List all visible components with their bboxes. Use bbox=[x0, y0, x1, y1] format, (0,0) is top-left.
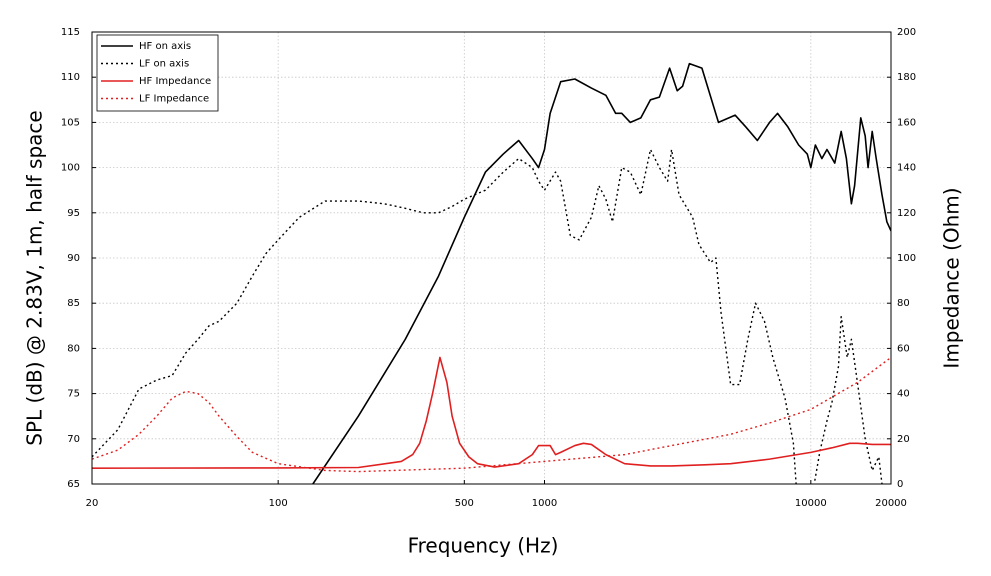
series-line bbox=[312, 62, 891, 484]
y-tick-label: 65 bbox=[67, 479, 80, 490]
series-line bbox=[92, 148, 883, 484]
y2-tick-label: 40 bbox=[897, 389, 910, 400]
y2-tick-label: 80 bbox=[897, 298, 910, 309]
y2-tick-label: 180 bbox=[897, 72, 916, 83]
y-axis-title: SPL (dB) @ 2.83V, 1m, half space bbox=[23, 110, 47, 445]
y-tick-label: 105 bbox=[61, 117, 80, 128]
y-tick-label: 70 bbox=[67, 434, 80, 445]
x-tick-label: 20 bbox=[86, 498, 99, 509]
x-tick-label: 500 bbox=[455, 498, 474, 509]
y2-tick-label: 100 bbox=[897, 253, 916, 264]
x-tick-label: 1000 bbox=[532, 498, 557, 509]
y-tick-label: 80 bbox=[67, 343, 80, 354]
y2-tick-label: 60 bbox=[897, 343, 910, 354]
ticks: 20 100 500 1000 10000 20000657075808590951001… bbox=[61, 27, 916, 509]
y2-tick-label: 120 bbox=[897, 208, 916, 219]
y-tick-label: 85 bbox=[67, 298, 80, 309]
y2-tick-label: 0 bbox=[897, 479, 903, 490]
y-tick-label: 110 bbox=[61, 72, 80, 83]
y2-tick-label: 160 bbox=[897, 117, 916, 128]
legend: HF on axis LF on axis HF Impedance LF Imped… bbox=[96, 34, 219, 112]
legend-label: LF Impedance bbox=[139, 94, 209, 105]
y-tick-label: 95 bbox=[67, 208, 80, 219]
series-line bbox=[92, 356, 891, 473]
x-tick-label: 20000 bbox=[875, 498, 907, 509]
y2-tick-label: 200 bbox=[897, 27, 916, 38]
plot-lines bbox=[92, 62, 891, 484]
y-tick-label: 100 bbox=[61, 163, 80, 174]
legend-label: LF on axis bbox=[139, 59, 189, 70]
x-tick-label: 100 bbox=[269, 498, 288, 509]
x-axis-title: Frequency (Hz) bbox=[408, 534, 559, 558]
y-tick-label: 115 bbox=[61, 27, 80, 38]
y2-tick-label: 140 bbox=[897, 163, 916, 174]
y-tick-label: 75 bbox=[67, 389, 80, 400]
legend-label: HF Impedance bbox=[139, 76, 211, 87]
y2-tick-label: 20 bbox=[897, 434, 910, 445]
x-tick-label: 10000 bbox=[795, 498, 827, 509]
y2-axis-title: Impedance (Ohm) bbox=[940, 187, 964, 368]
series-line bbox=[92, 356, 891, 469]
y-tick-label: 90 bbox=[67, 253, 80, 264]
legend-label: HF on axis bbox=[139, 41, 191, 52]
